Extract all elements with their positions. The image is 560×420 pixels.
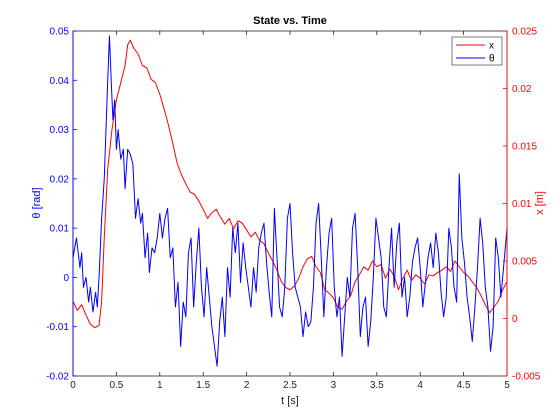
x-tick-label: 2 [244, 380, 250, 391]
y-left-tick-label: -0.02 [46, 372, 69, 383]
x-axis-label: t [s] [281, 395, 299, 407]
y-left-tick-label: 0.03 [50, 125, 70, 136]
y-left-tick-label: 0 [63, 273, 69, 284]
series-line-theta [72, 35, 508, 367]
x-tick-label: 1 [157, 380, 163, 391]
legend-label-theta: θ [489, 54, 495, 65]
y-right-tick-label: 0.005 [512, 257, 537, 268]
x-tick-label: 5 [504, 380, 510, 391]
y-right-tick-label: 0.015 [512, 142, 537, 153]
y-axis-left: -0.02 -0.01 0 0.01 0.02 0.03 0.04 0.05 [46, 27, 77, 383]
plot-area [72, 30, 508, 377]
y-axis-right: -0.005 0 0.005 0.01 0.015 0.02 0.025 [503, 27, 541, 383]
legend: x θ [451, 36, 503, 66]
x-tick-label: 3.5 [370, 380, 384, 391]
series-layer [72, 35, 508, 367]
x-tick-label: 4 [417, 380, 423, 391]
y-axis-left-label: θ [rad] [31, 187, 43, 218]
x-tick-label: 0.5 [109, 380, 123, 391]
y-axis-right-label: x [m] [534, 191, 546, 215]
legend-box [451, 36, 503, 66]
legend-label-x: x [489, 41, 494, 52]
series-line-x [72, 39, 508, 329]
x-tick-label: 2.5 [283, 380, 297, 391]
y-right-tick-label: 0.01 [512, 199, 532, 210]
x-tick-label: 3 [331, 380, 337, 391]
y-left-tick-label: 0.05 [50, 27, 70, 38]
y-right-tick-label: 0.02 [512, 84, 532, 95]
x-tick-label: 0 [70, 380, 76, 391]
y-left-tick-label: -0.01 [46, 322, 69, 333]
chart-title: State vs. Time [253, 15, 327, 27]
x-tick-label: 1.5 [196, 380, 210, 391]
x-tick-label: 4.5 [457, 380, 471, 391]
y-right-tick-label: -0.005 [512, 372, 541, 383]
y-left-tick-label: 0.01 [50, 224, 70, 235]
y-right-tick-label: 0 [512, 314, 518, 325]
y-left-tick-label: 0.04 [50, 76, 70, 87]
y-left-tick-label: 0.02 [50, 174, 70, 185]
y-right-tick-label: 0.025 [512, 27, 537, 38]
